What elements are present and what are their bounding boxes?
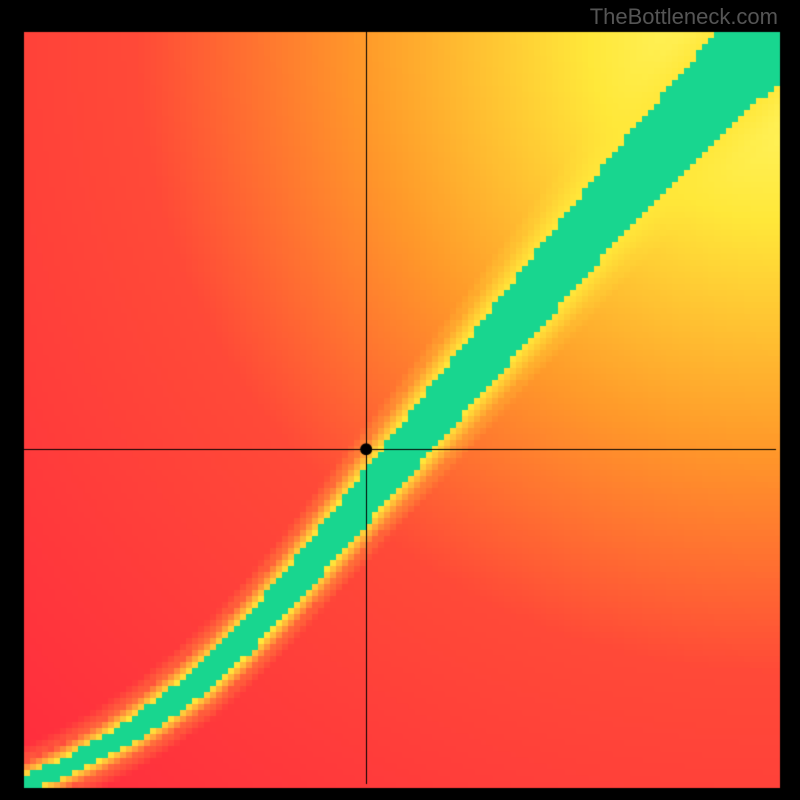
bottleneck-heatmap: [0, 0, 800, 800]
watermark-text: TheBottleneck.com: [590, 4, 778, 30]
